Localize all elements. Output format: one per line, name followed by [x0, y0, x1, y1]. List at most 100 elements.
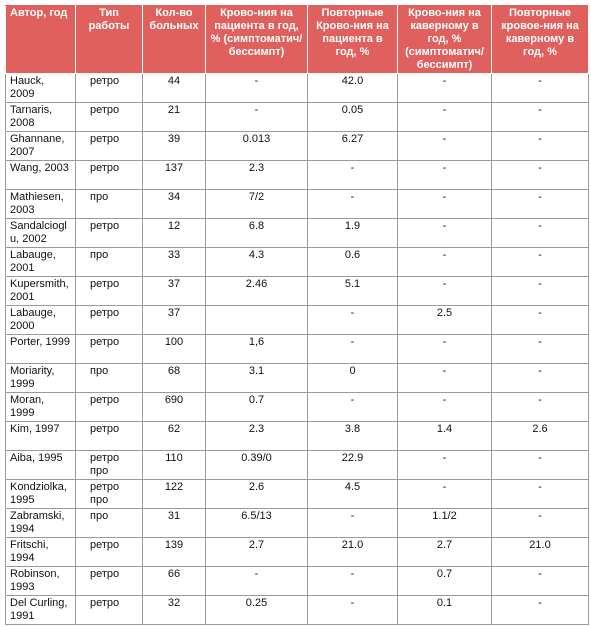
table-cell: - — [307, 160, 398, 190]
table-cell: - — [491, 131, 589, 161]
table-cell: - — [397, 218, 492, 248]
table-cell: ретро — [75, 218, 143, 248]
table-cell: 39 — [142, 131, 206, 161]
table-cell: 22.9 — [307, 450, 398, 480]
table-cell: 21.0 — [491, 537, 589, 567]
table-cell: - — [307, 595, 398, 625]
table-cell: 2.3 — [205, 160, 308, 190]
table-cell: - — [397, 189, 492, 219]
table-cell: 42.0 — [307, 73, 398, 103]
table-cell: 0.6 — [307, 247, 398, 277]
table-cell: - — [491, 334, 589, 364]
table-cell: 4.3 — [205, 247, 308, 277]
table-cell: Aiba, 1995 — [5, 450, 76, 480]
table-cell: - — [307, 189, 398, 219]
table-cell: - — [491, 73, 589, 103]
table-cell: - — [307, 566, 398, 596]
table-cell: 21.0 — [307, 537, 398, 567]
table-cell: ретро — [75, 421, 143, 451]
table-cell: ретро — [75, 102, 143, 132]
table-cell: 1.9 — [307, 218, 398, 248]
table-row: Wang, 2003 ретро 137 2.3- - - — [5, 160, 589, 190]
table-cell: - — [397, 102, 492, 132]
table-cell: про — [75, 247, 143, 277]
table-cell: 0.7 — [205, 392, 308, 422]
table-cell: 12 — [142, 218, 206, 248]
table-cell: Porter, 1999 — [5, 334, 76, 364]
table-cell: - — [491, 276, 589, 306]
table-cell: 33 — [142, 247, 206, 277]
table-cell: 1,6 — [205, 334, 308, 364]
table-cell: ретро — [75, 566, 143, 596]
table-cell: 122 — [142, 479, 206, 509]
data-table: Автор, год Тип работы Кол-во больных Крово-… — [5, 5, 589, 625]
table-cell: 6.5/13 — [205, 508, 308, 538]
table-cell: 32 — [142, 595, 206, 625]
header-cell: Автор, год — [5, 5, 76, 74]
table-row: Kondziolka, 1995 ретро про 122 2.6 4.5- - — [5, 479, 589, 509]
table-cell: 139 — [142, 537, 206, 567]
table-cell: 690 — [142, 392, 206, 422]
table-cell: 7/2 — [205, 189, 308, 219]
table-row: Robinson, 1993 ретро 66- -0.7- — [5, 566, 589, 596]
table-cell: - — [491, 363, 589, 393]
table-cell: - — [491, 479, 589, 509]
table-container: Автор, год Тип работы Кол-во больных Крово-… — [5, 5, 589, 625]
table-cell: - — [491, 566, 589, 596]
table-cell: - — [397, 334, 492, 364]
table-cell: Labauge, 2001 — [5, 247, 76, 277]
table-cell: - — [397, 247, 492, 277]
table-cell: 34 — [142, 189, 206, 219]
header-cell: Кол-во больных — [142, 5, 206, 74]
table-cell: Labauge, 2000 — [5, 305, 76, 335]
table-cell: 0.25 — [205, 595, 308, 625]
table-body: Hauck, 2009 ретро 44-42.0- - Tarnaris, 2008 р… — [5, 73, 589, 625]
table-cell: - — [205, 73, 308, 103]
table-cell: - — [397, 131, 492, 161]
table-cell: Moran, 1999 — [5, 392, 76, 422]
table-cell: - — [491, 508, 589, 538]
table-cell: 4.5 — [307, 479, 398, 509]
table-cell: Fritschi, 1994 — [5, 537, 76, 567]
table-cell: Zabramski, 1994 — [5, 508, 76, 538]
table-row: Tarnaris, 2008 ретро 21-0.05- - — [5, 102, 589, 132]
table-cell: 44 — [142, 73, 206, 103]
table-cell: Hauck, 2009 — [5, 73, 76, 103]
table-row: Del Curling, 1991 ретро 32 0.25-0.1- — [5, 595, 589, 625]
table-row: Mathiesen, 2003 про 34 7/2- - - — [5, 189, 589, 219]
table-cell: ретро — [75, 73, 143, 103]
table-cell: - — [397, 450, 492, 480]
table-cell: ретро — [75, 305, 143, 335]
table-cell: - — [397, 363, 492, 393]
table-cell: - — [491, 392, 589, 422]
table-cell: 137 — [142, 160, 206, 190]
table-cell: - — [397, 479, 492, 509]
table-row: Kupersmith, 2001 ретро 37 2.46 5.1- - — [5, 276, 589, 306]
table-cell: 21 — [142, 102, 206, 132]
header-cell: Повторные кровое-ния на каверному в год,… — [491, 5, 589, 74]
table-cell: про — [75, 508, 143, 538]
table-row: Zabramski, 1994 про 31 6.5/13-1.1/2- — [5, 508, 589, 538]
table-cell: - — [397, 392, 492, 422]
header-cell: Крово-ния на пациента в год, % (симптома… — [205, 5, 308, 74]
table-cell: Del Curling, 1991 — [5, 595, 76, 625]
table-cell: ретро — [75, 131, 143, 161]
table-cell: ретро про — [75, 479, 143, 509]
table-cell: Sandalcioglu, 2002 — [5, 218, 76, 248]
table-row: Porter, 1999 ретро 100 1,6- - - — [5, 334, 589, 364]
table-cell: - — [205, 102, 308, 132]
table-cell: 1.4 — [397, 421, 492, 451]
table-cell: ретро — [75, 392, 143, 422]
table-cell: - — [307, 305, 398, 335]
table-cell: - — [307, 334, 398, 364]
table-cell: 110 — [142, 450, 206, 480]
table-cell: ретро — [75, 537, 143, 567]
table-cell: 68 — [142, 363, 206, 393]
table-cell: - — [397, 73, 492, 103]
table-row: Hauck, 2009 ретро 44-42.0- - — [5, 73, 589, 103]
table-row: Fritschi, 1994 ретро 139 2.7 21.0 2.7 21.0 — [5, 537, 589, 567]
table-cell: - — [491, 160, 589, 190]
table-cell: Wang, 2003 — [5, 160, 76, 190]
table-cell — [205, 305, 308, 335]
table-cell: ретро — [75, 595, 143, 625]
